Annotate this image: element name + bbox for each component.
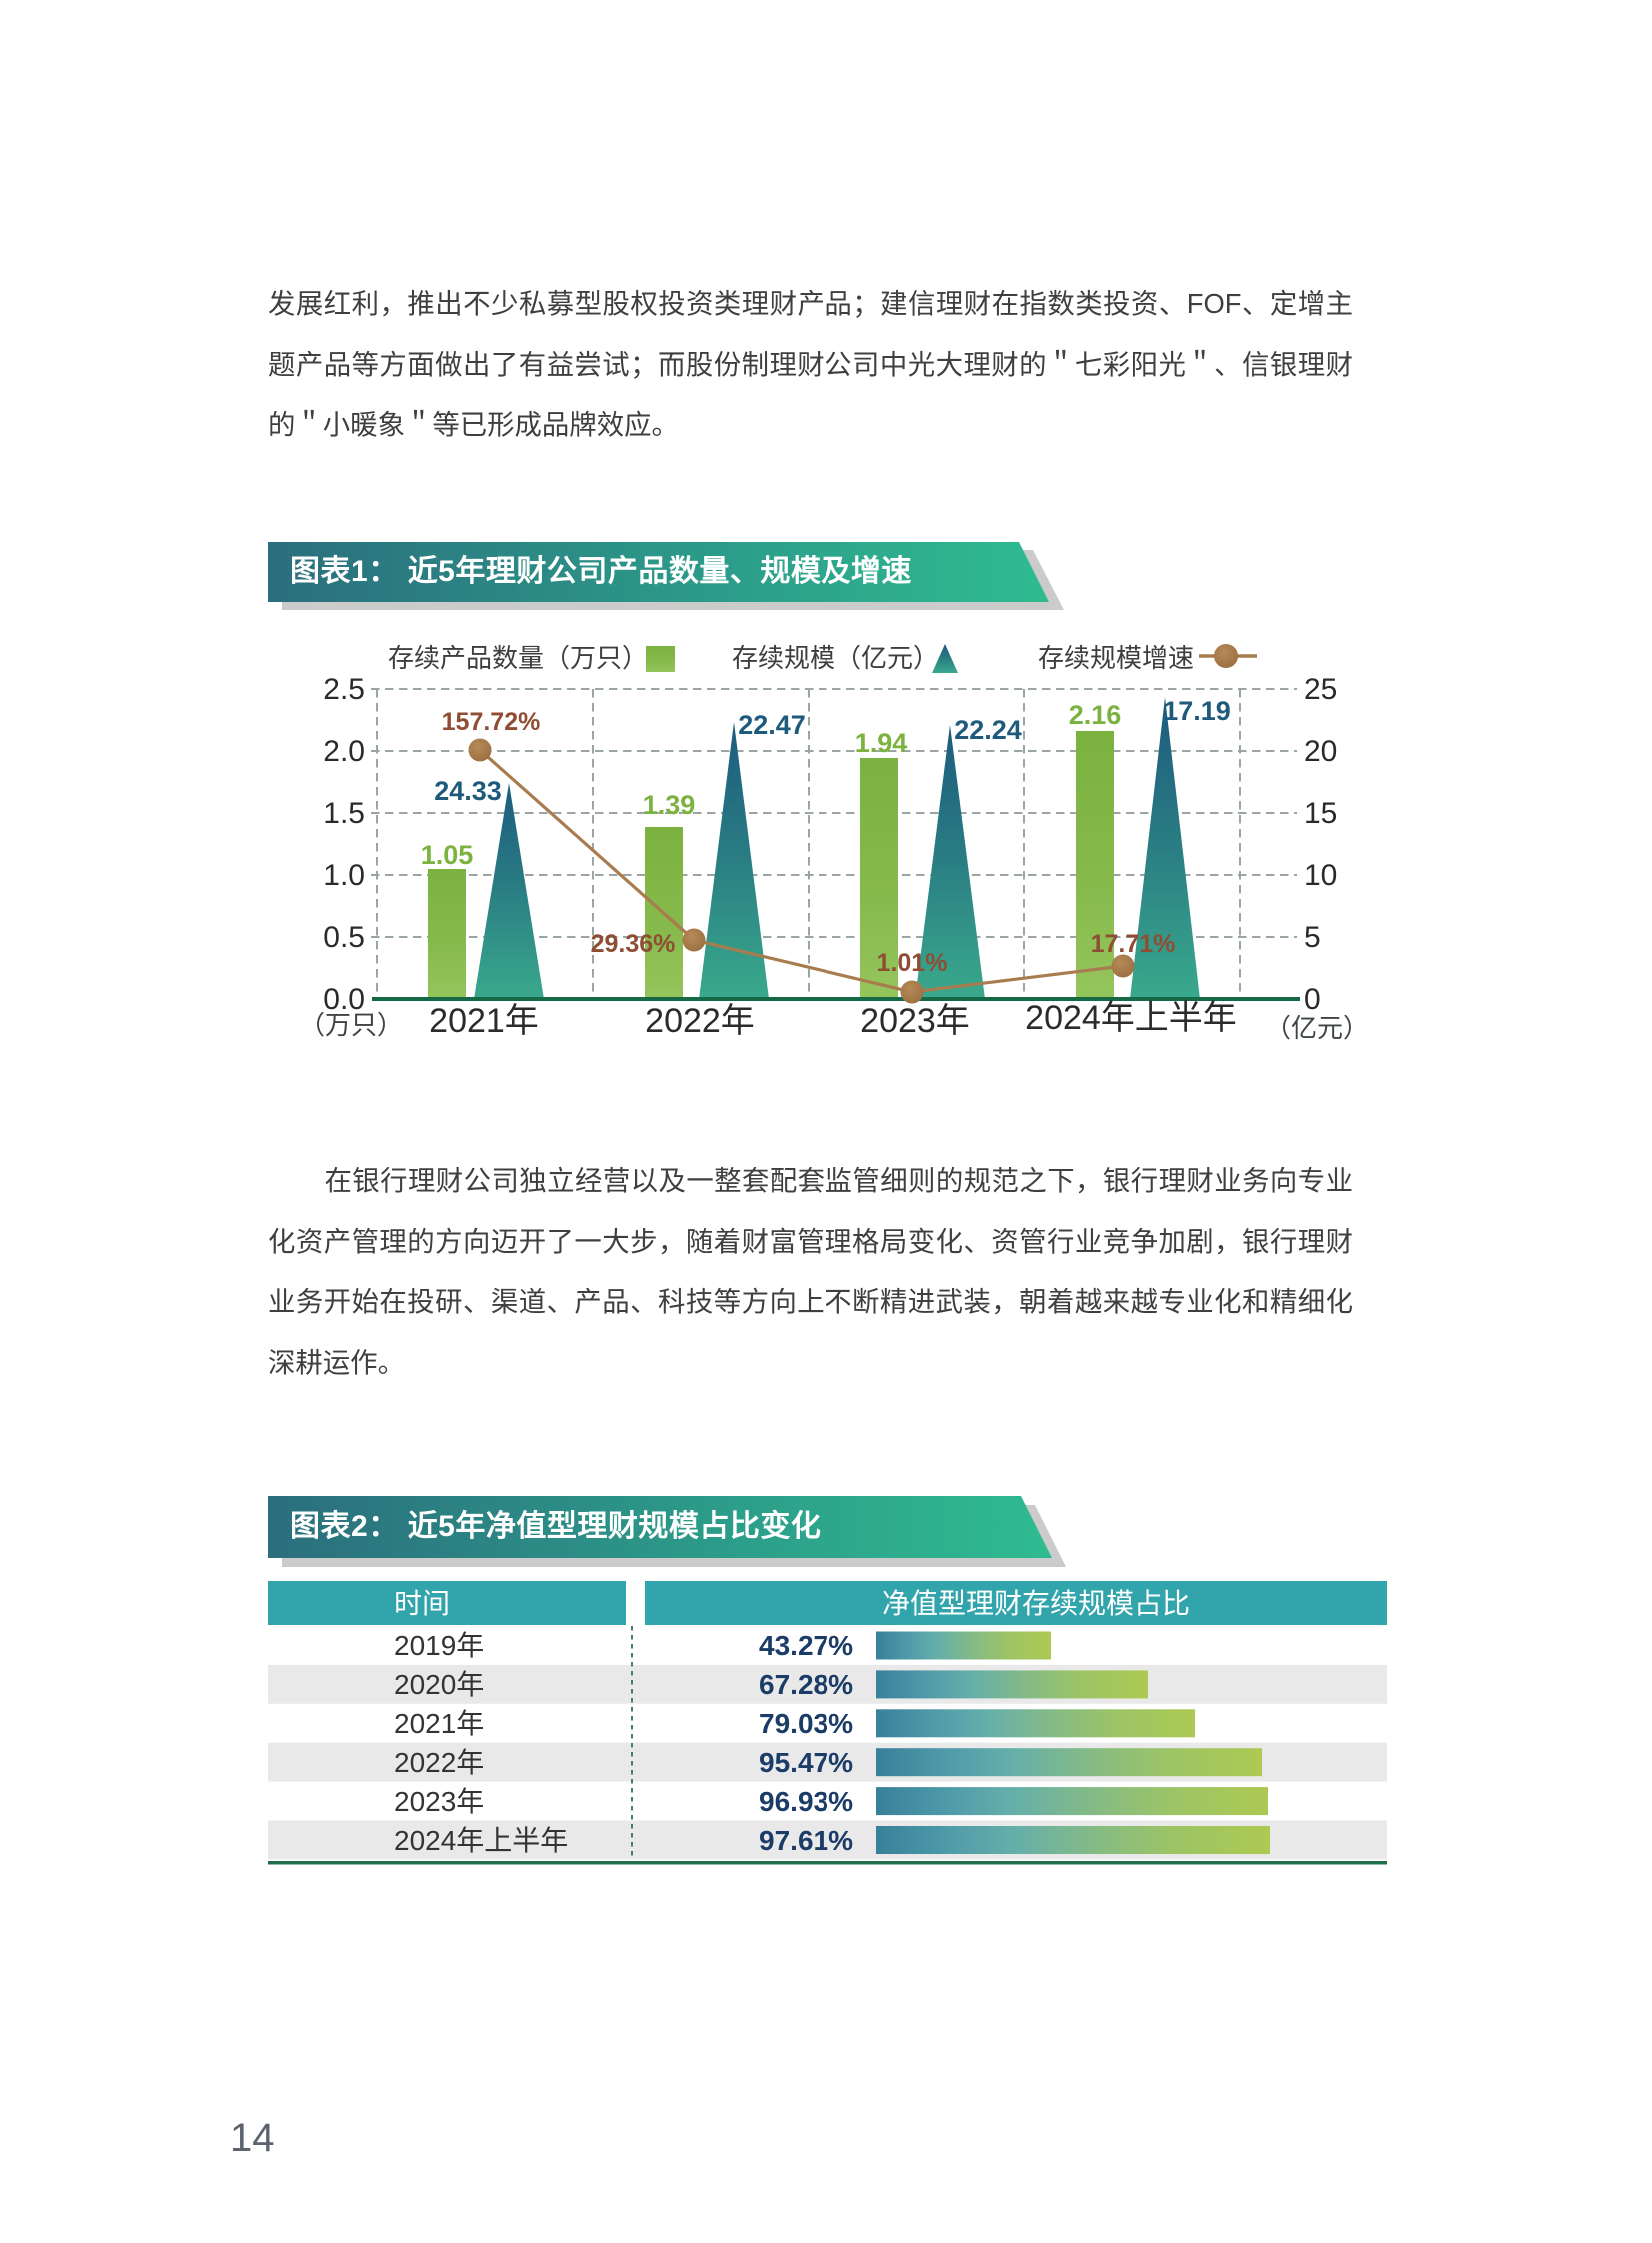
svg-text:43.27%: 43.27% xyxy=(759,1630,853,1661)
svg-text:22.24: 22.24 xyxy=(954,715,1022,745)
svg-text:95.47%: 95.47% xyxy=(759,1747,853,1778)
svg-text:2023年: 2023年 xyxy=(394,1786,484,1817)
svg-text:净值型理财存续规模占比: 净值型理财存续规模占比 xyxy=(882,1588,1190,1619)
svg-text:22.47: 22.47 xyxy=(738,710,806,740)
svg-text:1.5: 1.5 xyxy=(323,797,365,830)
svg-text:2020年: 2020年 xyxy=(394,1669,484,1700)
svg-text:67.28%: 67.28% xyxy=(759,1669,853,1700)
svg-text:存续规模（亿元）: 存续规模（亿元） xyxy=(732,643,939,673)
svg-text:20: 20 xyxy=(1304,735,1337,768)
svg-text:96.93%: 96.93% xyxy=(759,1786,853,1817)
svg-text:97.61%: 97.61% xyxy=(759,1825,853,1856)
svg-text:1.05: 1.05 xyxy=(421,840,474,870)
svg-text:2.5: 2.5 xyxy=(323,673,365,706)
svg-text:25: 25 xyxy=(1304,673,1337,706)
svg-text:2023年: 2023年 xyxy=(860,1002,970,1040)
svg-text:24.33: 24.33 xyxy=(434,776,502,806)
svg-text:（万只）: （万只） xyxy=(299,1010,403,1040)
svg-text:29.36%: 29.36% xyxy=(591,930,676,958)
svg-text:2022年: 2022年 xyxy=(394,1747,484,1778)
svg-text:2022年: 2022年 xyxy=(645,1002,755,1040)
svg-text:1.94: 1.94 xyxy=(855,728,908,758)
svg-text:0: 0 xyxy=(1304,983,1321,1016)
svg-text:（亿元）: （亿元） xyxy=(1265,1013,1369,1043)
svg-text:存续产品数量（万只）: 存续产品数量（万只） xyxy=(388,643,648,673)
svg-text:2024年上半年: 2024年上半年 xyxy=(1025,999,1237,1037)
svg-text:2021年: 2021年 xyxy=(429,1002,539,1040)
svg-text:时间: 时间 xyxy=(394,1588,450,1619)
svg-text:2.16: 2.16 xyxy=(1069,700,1122,730)
svg-text:10: 10 xyxy=(1304,859,1337,892)
svg-text:157.72%: 157.72% xyxy=(442,708,541,736)
svg-text:5: 5 xyxy=(1304,921,1321,954)
svg-text:0.5: 0.5 xyxy=(323,921,365,954)
svg-text:79.03%: 79.03% xyxy=(759,1708,853,1739)
svg-text:2.0: 2.0 xyxy=(323,735,365,768)
svg-text:1.39: 1.39 xyxy=(643,790,696,820)
svg-text:2019年: 2019年 xyxy=(394,1630,484,1661)
svg-text:2021年: 2021年 xyxy=(394,1708,484,1739)
svg-text:1.01%: 1.01% xyxy=(877,949,948,977)
svg-text:17.71%: 17.71% xyxy=(1091,930,1176,958)
svg-text:0.0: 0.0 xyxy=(323,983,365,1016)
svg-text:存续规模增速: 存续规模增速 xyxy=(1038,643,1194,673)
svg-text:2024年上半年: 2024年上半年 xyxy=(394,1825,568,1856)
svg-text:17.19: 17.19 xyxy=(1163,696,1231,726)
svg-text:1.0: 1.0 xyxy=(323,859,365,892)
svg-text:15: 15 xyxy=(1304,797,1337,830)
